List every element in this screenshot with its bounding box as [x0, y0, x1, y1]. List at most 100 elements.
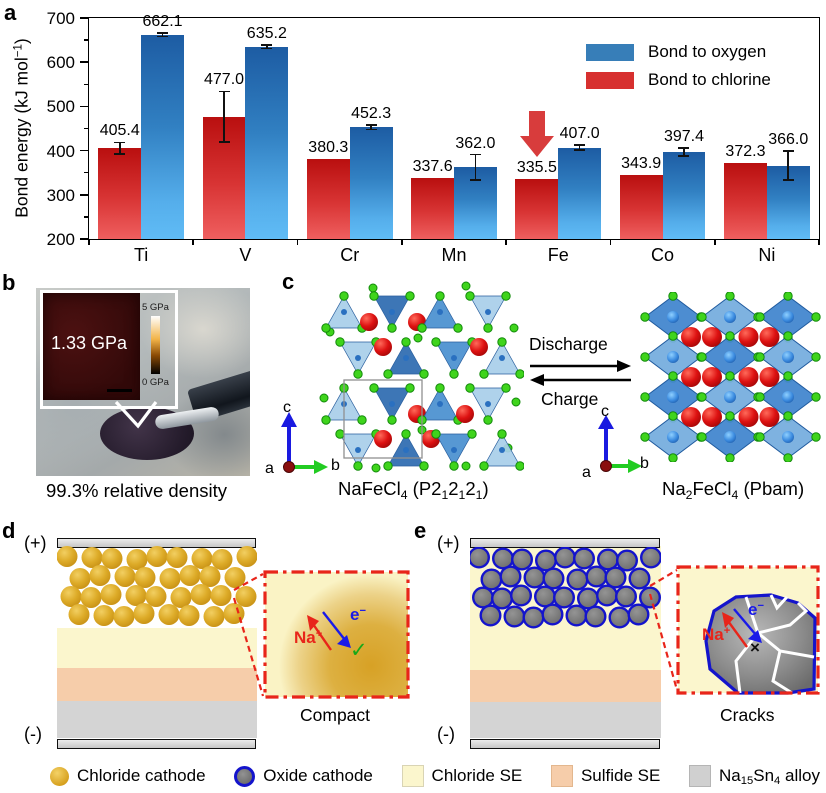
oxide-cathode-particle [608, 606, 631, 629]
cl-atom [419, 461, 429, 471]
panel-e-bottom-electrode [470, 739, 660, 749]
bar-value-label: 362.0 [455, 134, 496, 152]
chloride-cathode-particle [114, 566, 136, 587]
oxide-cathode-particle [640, 547, 661, 569]
legend-item: Chloride cathode [50, 766, 206, 786]
legend-item-label: Na15Sn4 alloy [719, 766, 820, 788]
cl-atom [401, 429, 411, 439]
cl-atom [479, 461, 489, 471]
error-bar-cap [157, 32, 169, 34]
na-atom [702, 407, 722, 427]
na-atom [374, 430, 392, 448]
panel-e-negative-terminal: (-) [437, 724, 455, 744]
cl-atom [353, 369, 363, 379]
axis-a-label-right: a [582, 464, 591, 481]
na-atom [470, 338, 488, 356]
chloride-cathode-particle [235, 586, 257, 607]
legend-swatch-oxygen [586, 44, 634, 61]
cl-atom [339, 291, 349, 301]
legend-item-label: Chloride cathode [77, 766, 206, 785]
legend-item: Sulfide SE [550, 765, 660, 787]
cl-atom [668, 292, 678, 301]
chloride-cathode-particle [170, 587, 192, 608]
error-bar-cap [261, 44, 273, 46]
error-bar [578, 145, 581, 150]
oxide-cathode-particle [499, 565, 522, 588]
panel-e-inset-connector [648, 569, 679, 691]
oxide-cathode-particle [627, 603, 650, 626]
check-icon: ✓ [350, 639, 368, 662]
na-atom [738, 367, 759, 387]
y-tick-label: 500 [46, 97, 75, 117]
panel-e-sulfide-se-layer [470, 670, 661, 702]
error-bar-cap [574, 144, 586, 147]
axis-a-label-left: a [265, 460, 274, 477]
error-bar-cap [469, 179, 481, 181]
y-major-tick [80, 149, 89, 152]
cl-atom [461, 461, 471, 471]
y-major-tick [80, 61, 89, 63]
na-atom [681, 367, 701, 387]
panel-b-caption: 99.3% relative density [46, 480, 227, 501]
na-atom [360, 313, 378, 331]
chloride-cathode-circle [50, 766, 69, 786]
legend-item-label: Chloride SE [431, 766, 523, 785]
error-bar-cap [678, 154, 690, 157]
bar-value-label: 407.0 [559, 125, 600, 143]
x-category-label: Ti [133, 245, 149, 265]
cl-atom [369, 383, 379, 393]
cl-atom [371, 463, 381, 473]
bar-red-Fe [515, 179, 559, 239]
oxide-cathode-particle [552, 586, 575, 609]
oxide-cathode-particle [479, 604, 502, 627]
discharge-charge-arrows [530, 360, 631, 386]
cl-atom [413, 333, 423, 343]
cl-atom [725, 411, 735, 421]
error-bar-cap [469, 153, 481, 156]
cl-atom [783, 411, 793, 421]
compact-caption: Compact [300, 705, 371, 725]
error-bar [223, 91, 225, 142]
cl-atom [401, 337, 411, 347]
x-tick [296, 239, 299, 245]
cl-atom [483, 415, 493, 425]
highlight-arrow-head [519, 136, 554, 157]
oxide-cathode-particle [534, 549, 557, 572]
oxide-cathode-particle [471, 586, 495, 609]
oxide-cathode-particle [511, 548, 534, 571]
chart-legend: Bond to oxygen Bond to chlorine [586, 42, 806, 102]
fe-atom [485, 309, 491, 315]
nafecl4-caption: NaFeCl4 (P212121) [338, 478, 489, 502]
chloride-cathode-particle [93, 605, 115, 626]
panel-d-electron-label: e− [350, 605, 367, 624]
panel-b-label: b [2, 270, 16, 295]
axis-c-label-right: c [601, 403, 609, 420]
fe-atom [437, 309, 443, 315]
y-minor-tick [84, 83, 89, 86]
x-category-label: Ni [758, 245, 776, 265]
oxide-cathode-particle [533, 585, 556, 608]
cl-atom [725, 292, 735, 301]
na-atom [702, 367, 722, 387]
error-bar [683, 147, 685, 156]
error-bar-cap [114, 141, 126, 144]
cl-atom [811, 432, 821, 442]
cl-atom [319, 393, 329, 403]
bar-value-label: 397.4 [663, 127, 704, 145]
panel-d-label: d [2, 518, 16, 543]
cl-atom [668, 453, 678, 462]
chloride-cathode-particle [68, 604, 90, 625]
cl-atom [435, 291, 445, 301]
fe-atom [451, 355, 457, 361]
cl-atom [461, 281, 471, 291]
cl-atom [783, 453, 793, 462]
cross-icon: × [750, 638, 760, 657]
bar-value-label: 366.0 [768, 131, 809, 149]
na-atom [759, 367, 780, 387]
fe-atom [403, 355, 409, 361]
cl-atom [453, 323, 463, 333]
x-tick [505, 239, 507, 245]
cl-atom [640, 392, 650, 402]
chloride-cathode-particle [211, 549, 233, 570]
chloride-cathode-particle [69, 568, 91, 589]
